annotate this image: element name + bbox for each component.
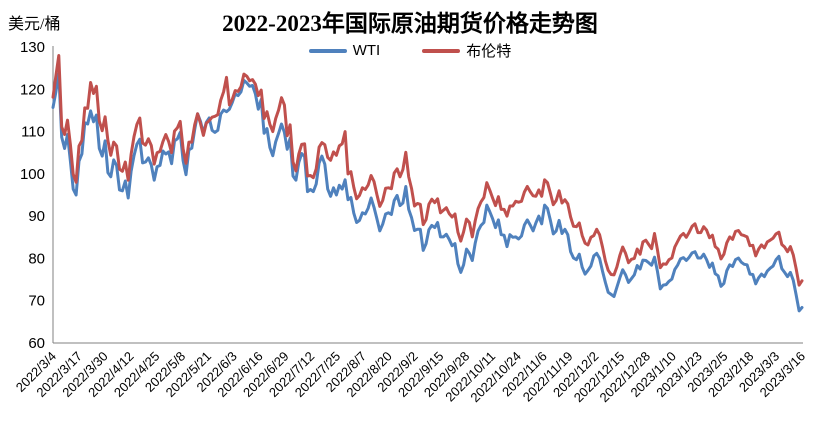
y-tick-label: 120 <box>20 81 45 98</box>
y-tick-label: 110 <box>21 124 45 141</box>
y-tick-label: 90 <box>28 208 45 225</box>
brent-line <box>51 54 804 287</box>
y-tick-label: 130 <box>20 39 45 56</box>
legend-item-brent: 布伦特 <box>422 40 511 61</box>
wti-line <box>51 72 804 313</box>
legend-label-brent: 布伦特 <box>466 43 512 60</box>
legend: WTI 布伦特 <box>0 40 820 61</box>
y-tick-label: 60 <box>28 335 45 352</box>
y-tick-label: 100 <box>20 166 45 183</box>
chart-title: 2022-2023年国际原油期货价格走势图 <box>222 11 598 36</box>
wti-line-swatch <box>308 48 347 53</box>
legend-item-wti: WTI <box>308 42 381 59</box>
y-tick-label: 70 <box>28 293 45 310</box>
y-axis-unit-label: 美元/桶 <box>8 16 61 33</box>
legend-label-wti: WTI <box>352 42 381 59</box>
y-tick-label: 80 <box>28 250 45 267</box>
brent-line-swatch <box>422 48 461 53</box>
